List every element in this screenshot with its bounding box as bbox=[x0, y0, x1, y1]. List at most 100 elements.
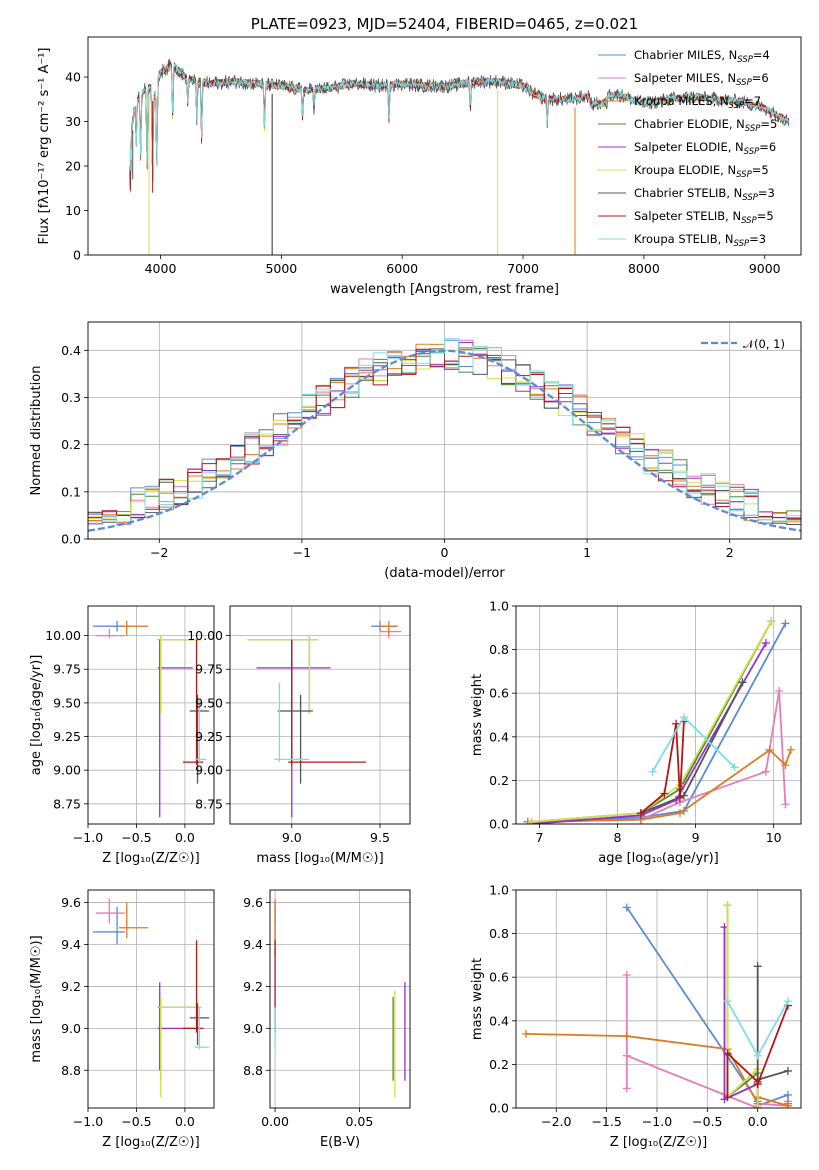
weight-marker bbox=[636, 809, 645, 818]
weight-series bbox=[527, 617, 776, 824]
weight-marker bbox=[765, 745, 774, 754]
y-tick-label: 10 bbox=[65, 203, 81, 218]
y-tick-label: 8.75 bbox=[53, 796, 81, 811]
axes-frame bbox=[87, 36, 802, 256]
weight-marker bbox=[723, 997, 732, 1006]
y-tick-label: 9.6 bbox=[243, 895, 263, 910]
weight-marker bbox=[786, 745, 795, 754]
weight-marker bbox=[738, 678, 747, 687]
legend-label: Chabrier MILES, NSSP=4 bbox=[634, 48, 770, 65]
weight-marker bbox=[648, 767, 657, 776]
y-tick-label: 9.75 bbox=[195, 662, 223, 677]
normal-curve bbox=[88, 349, 801, 532]
y-tick-label: 0.1 bbox=[61, 484, 81, 499]
weight-series bbox=[527, 617, 776, 824]
y-tick-label: 0.4 bbox=[489, 1013, 509, 1028]
legend-label: Kroupa STELIB, NSSP=3 bbox=[634, 232, 766, 249]
x-tick-label: −0.5 bbox=[121, 830, 151, 845]
axes-frame bbox=[229, 605, 411, 825]
error-point bbox=[380, 620, 398, 636]
weight-series bbox=[527, 639, 770, 824]
weight-marker bbox=[622, 1032, 631, 1041]
grid-lines bbox=[230, 606, 410, 824]
y-axis-label: age [log₁₀(age/yr)] bbox=[29, 655, 44, 776]
plot-area bbox=[274, 898, 406, 1098]
panel-weight-vs-age: 7 8 9 10 0.0 0.2 0.4 0.6 0.8 1.0 age [log₁₀(age/yr… bbox=[470, 599, 802, 866]
error-point bbox=[194, 700, 207, 763]
error-point bbox=[95, 898, 125, 924]
y-tick-label: 30 bbox=[65, 114, 81, 129]
weight-line bbox=[527, 749, 792, 823]
legend-label: Salpeter ELODIE, NSSP=6 bbox=[634, 140, 776, 157]
axes-frame bbox=[87, 605, 215, 825]
panel-mass-vs-Z: −1.0 −0.5 0.0 8.8 9.0 9.2 9.4 9.6 Z [log₁₀(Z/Z☉)… bbox=[29, 889, 215, 1150]
x-tick-label: −0.5 bbox=[121, 1114, 151, 1129]
error-point bbox=[157, 639, 193, 818]
x-tick-label: 0.0 bbox=[748, 1114, 768, 1129]
weight-marker bbox=[753, 962, 762, 971]
spectrum-line bbox=[130, 63, 790, 183]
histogram-step bbox=[88, 348, 801, 525]
x-tick-label: 8000 bbox=[628, 261, 660, 276]
panel-spectrum: 4000 5000 6000 7000 8000 9000 0 10 20 30 40 wavelen… bbox=[37, 15, 802, 297]
y-tick-label: 0.4 bbox=[61, 343, 81, 358]
x-tick-label: 9000 bbox=[749, 261, 781, 276]
error-point bbox=[119, 902, 149, 939]
error-point bbox=[157, 996, 202, 1081]
legend-label: Salpeter MILES, NSSP=6 bbox=[634, 71, 769, 88]
x-tick-label: 0.0 bbox=[175, 830, 195, 845]
error-point bbox=[274, 682, 310, 763]
weight-line bbox=[723, 927, 759, 1108]
plot-area bbox=[92, 620, 210, 818]
y-tick-label: 0 bbox=[73, 248, 81, 263]
histogram-step bbox=[88, 348, 801, 520]
error-point bbox=[247, 635, 319, 714]
y-tick-label: 0.8 bbox=[489, 642, 509, 657]
x-tick-label: 9 bbox=[692, 830, 700, 845]
plot-area bbox=[523, 617, 795, 824]
grid-lines bbox=[87, 890, 214, 1108]
axes-frame bbox=[515, 889, 802, 1109]
weight-marker bbox=[761, 639, 770, 648]
weight-marker bbox=[672, 719, 681, 728]
x-tick-label: 0.00 bbox=[261, 1114, 289, 1129]
legend: Chabrier MILES, NSSP=4 Salpeter MILES, NS… bbox=[598, 48, 777, 249]
x-tick-label: 8 bbox=[614, 830, 622, 845]
y-tick-label: 9.0 bbox=[61, 1021, 81, 1036]
y-tick-label: 9.50 bbox=[195, 695, 223, 710]
legend: 𝒩(0, 1) bbox=[701, 337, 785, 351]
x-tick-label: −1.0 bbox=[73, 830, 103, 845]
x-tick-label: 4000 bbox=[145, 261, 177, 276]
y-tick-label: 9.4 bbox=[61, 937, 81, 952]
x-axis-label: Z [log₁₀(Z/Z☉)] bbox=[102, 1135, 199, 1150]
y-axis-label: mass weight bbox=[470, 958, 485, 1040]
y-tick-label: 40 bbox=[65, 70, 81, 85]
weight-series bbox=[753, 962, 792, 1084]
panel-mass-vs-ebv: 0.00 0.05 8.8 9.0 9.2 9.4 9.6 E(B-V) bbox=[243, 889, 411, 1150]
y-tick-label: 8.8 bbox=[61, 1063, 81, 1078]
weight-marker bbox=[783, 1066, 792, 1075]
x-axis-label: Z [log₁₀(Z/Z☉)] bbox=[610, 1135, 707, 1150]
y-tick-label: 0.6 bbox=[489, 970, 509, 985]
y-tick-label: 0.2 bbox=[489, 1057, 509, 1072]
weight-marker bbox=[675, 809, 684, 818]
axes-frame bbox=[515, 605, 802, 825]
legend-label: Kroupa MILES, NSSP=7 bbox=[634, 94, 761, 111]
x-tick-label: −1 bbox=[293, 545, 311, 560]
x-tick-label: 5000 bbox=[265, 261, 297, 276]
error-point bbox=[95, 628, 125, 639]
x-tick-label: 7000 bbox=[507, 261, 539, 276]
weight-marker bbox=[723, 1049, 732, 1058]
x-tick-label: −2 bbox=[150, 545, 168, 560]
panel-residuals: −2 −1 0 1 2 0.0 0.1 0.2 0.3 0.4 (data-model)/error… bbox=[29, 321, 802, 581]
error-point bbox=[158, 996, 202, 1098]
y-axis-label: Normed distribution bbox=[29, 366, 44, 496]
y-tick-label: 1.0 bbox=[489, 599, 509, 614]
weight-marker bbox=[527, 817, 536, 824]
weight-series bbox=[648, 713, 739, 776]
x-axis-label: (data-model)/error bbox=[384, 566, 505, 581]
y-axis-label: mass [log₁₀(M/M☉)] bbox=[29, 935, 44, 1062]
x-axis-label: Z [log₁₀(Z/Z☉)] bbox=[102, 851, 199, 866]
y-tick-label: 10.00 bbox=[45, 628, 81, 643]
axes-frame bbox=[269, 889, 411, 1109]
